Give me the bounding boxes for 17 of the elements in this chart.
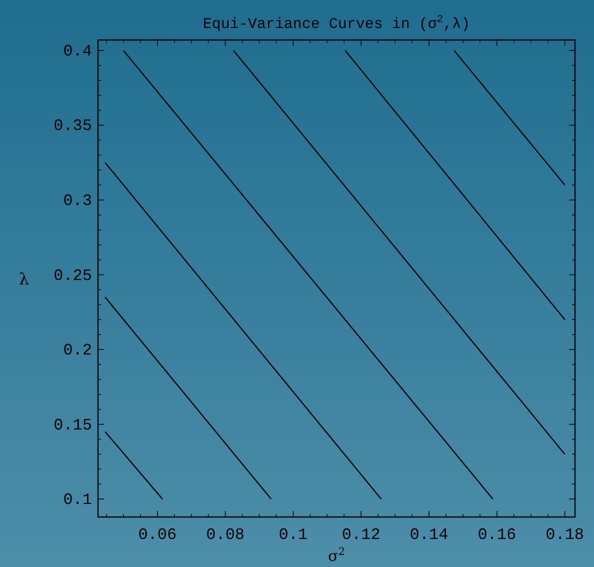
x-tick-label: 0.1 — [278, 526, 308, 544]
chart-title: Equi-Variance Curves in (σ$^{2}$,λ) — [202, 14, 470, 33]
x-tick-label: 0.06 — [138, 526, 177, 544]
x-tick-label: 0.14 — [410, 526, 448, 544]
y-axis-title: λ — [18, 270, 30, 288]
y-tick-label: 0.2 — [63, 342, 92, 360]
y-tick-label: 0.4 — [63, 42, 92, 60]
y-tick-label: 0.15 — [54, 416, 92, 434]
x-axis-title: σ$^{2}$ — [328, 546, 345, 565]
y-tick-label: 0.35 — [54, 117, 92, 136]
x-tick-label: 0.12 — [342, 526, 380, 544]
x-tick-label: 0.16 — [478, 526, 516, 544]
y-tick-label: 0.1 — [63, 491, 92, 510]
x-tick-label: 0.08 — [206, 526, 245, 544]
y-tick-label: 0.3 — [63, 192, 92, 210]
y-tick-label: 0.25 — [54, 266, 92, 285]
x-tick-label: 0.18 — [546, 526, 584, 544]
